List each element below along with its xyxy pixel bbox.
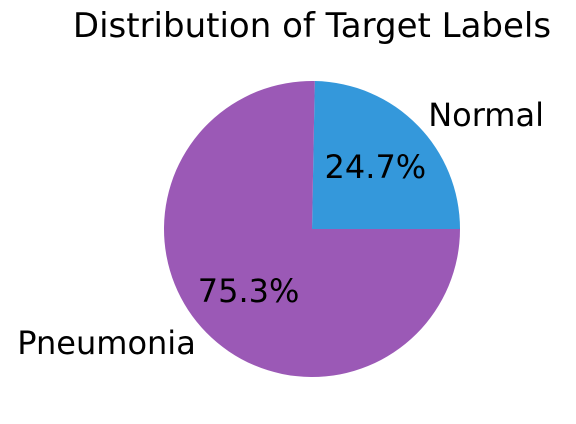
pie-category-label-pneumonia: Pneumonia (17, 324, 196, 362)
chart-title: Distribution of Target Labels (73, 6, 551, 46)
pie-slice-normal (312, 81, 460, 229)
pie-percent-label-pneumonia: 75.3% (198, 272, 300, 310)
pie-slices (164, 81, 461, 377)
pie-labels: 24.7%Normal 75.3%Pneumonia (17, 96, 544, 362)
pie-category-label-normal: Normal (428, 96, 544, 134)
pie-percent-label-normal: 24.7% (325, 148, 427, 186)
pie-slice-pneumonia (164, 81, 461, 377)
